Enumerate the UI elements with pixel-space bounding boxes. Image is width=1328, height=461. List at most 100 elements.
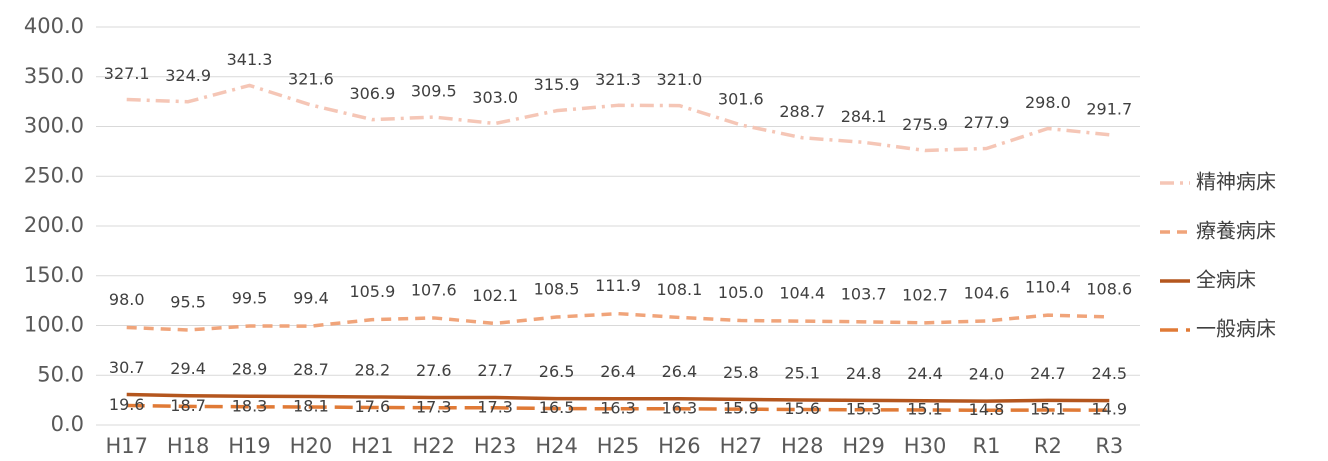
data-label: 288.7	[779, 102, 825, 121]
data-label: 29.4	[170, 359, 206, 378]
data-label: 301.6	[718, 89, 764, 108]
data-label: 104.4	[779, 284, 825, 303]
series-line	[126, 403, 1110, 413]
data-label: 324.9	[165, 66, 211, 85]
data-label: 108.6	[1086, 279, 1132, 298]
data-label: 24.4	[907, 364, 943, 383]
data-label: 277.9	[964, 113, 1010, 132]
series-line	[126, 83, 1110, 153]
data-label: 15.9	[723, 399, 759, 418]
data-label: 18.1	[293, 396, 329, 415]
data-label: 16.3	[600, 398, 636, 417]
data-label: 16.5	[539, 398, 575, 417]
y-tick-label: 50.0	[37, 362, 84, 386]
data-label: 107.6	[411, 280, 457, 299]
data-label: 27.7	[477, 361, 513, 380]
data-label: 110.4	[1025, 278, 1071, 297]
data-label: 24.0	[969, 365, 1005, 384]
data-label: 104.6	[964, 283, 1010, 302]
data-label: 26.4	[600, 362, 636, 381]
x-tick-label: H25	[597, 434, 640, 458]
data-label: 17.3	[416, 397, 452, 416]
data-label: 15.1	[907, 399, 943, 418]
data-label: 24.5	[1091, 364, 1127, 383]
x-tick-label: H28	[781, 434, 824, 458]
data-label: 291.7	[1086, 99, 1132, 118]
data-label: 306.9	[349, 84, 395, 103]
data-label: 25.1	[784, 364, 820, 383]
x-tick-label: H30	[904, 434, 947, 458]
data-label: 105.9	[349, 282, 395, 301]
data-label: 28.7	[293, 360, 329, 379]
x-tick-label: H26	[658, 434, 701, 458]
data-label: 16.3	[662, 398, 698, 417]
y-tick-label: 100.0	[24, 313, 84, 337]
data-label: 321.6	[288, 70, 334, 89]
data-label: 309.5	[411, 82, 457, 101]
data-label: 108.5	[534, 280, 580, 299]
data-label: 24.8	[846, 364, 882, 383]
data-label: 15.3	[846, 399, 882, 418]
data-label: 17.3	[477, 397, 513, 416]
data-label: 18.3	[232, 396, 268, 415]
legend-label: 一般病床	[1196, 317, 1276, 341]
y-tick-label: 200.0	[24, 213, 84, 237]
y-tick-label: 400.0	[24, 14, 84, 38]
data-label: 30.7	[109, 358, 145, 377]
legend-label: 全病床	[1196, 268, 1256, 292]
data-label: 105.0	[718, 283, 764, 302]
x-tick-label: H24	[535, 434, 578, 458]
data-label: 14.8	[969, 400, 1005, 419]
data-label: 102.1	[472, 286, 518, 305]
data-label: 315.9	[534, 75, 580, 94]
data-label: 321.0	[657, 70, 703, 89]
data-label: 18.7	[170, 396, 206, 415]
x-tick-label: H19	[228, 434, 271, 458]
data-label: 275.9	[902, 115, 948, 134]
data-label: 95.5	[170, 292, 206, 311]
data-label: 341.3	[227, 50, 273, 69]
x-tick-label: H21	[351, 434, 394, 458]
x-tick-label: H27	[720, 434, 763, 458]
x-tick-label: R3	[1095, 434, 1123, 458]
data-label: 111.9	[595, 276, 641, 295]
y-tick-label: 250.0	[24, 163, 84, 187]
data-label: 99.4	[293, 289, 329, 308]
x-tick-label: R1	[972, 434, 1000, 458]
data-label: 303.0	[472, 88, 518, 107]
data-label: 103.7	[841, 284, 887, 303]
data-label: 108.1	[657, 280, 703, 299]
data-label: 99.5	[232, 288, 268, 307]
data-label: 284.1	[841, 107, 887, 126]
y-tick-label: 0.0	[51, 412, 84, 436]
data-label: 17.6	[355, 397, 391, 416]
data-label: 24.7	[1030, 364, 1066, 383]
y-tick-label: 150.0	[24, 263, 84, 287]
data-label: 19.6	[109, 395, 145, 414]
data-label: 28.2	[355, 360, 391, 379]
data-label: 28.9	[232, 360, 268, 379]
data-label: 321.3	[595, 70, 641, 89]
y-tick-label: 300.0	[24, 114, 84, 138]
data-label: 327.1	[104, 64, 150, 83]
data-label: 98.0	[109, 290, 145, 309]
x-tick-label: H23	[474, 434, 517, 458]
series-line	[126, 311, 1110, 332]
data-label: 102.7	[902, 285, 948, 304]
x-tick-label: R2	[1034, 434, 1062, 458]
data-label: 27.6	[416, 361, 452, 380]
legend-label: 精神病床	[1196, 170, 1276, 194]
series-line	[126, 392, 1110, 403]
data-label: 15.1	[1030, 399, 1066, 418]
data-label: 26.4	[662, 362, 698, 381]
legend-label: 療養病床	[1196, 219, 1276, 243]
data-label: 14.9	[1091, 400, 1127, 419]
data-label: 298.0	[1025, 93, 1071, 112]
x-tick-label: H17	[105, 434, 148, 458]
data-label: 25.8	[723, 363, 759, 382]
x-tick-label: H29	[842, 434, 885, 458]
data-label: 15.6	[784, 399, 820, 418]
y-tick-label: 350.0	[24, 64, 84, 88]
data-label: 26.5	[539, 362, 575, 381]
